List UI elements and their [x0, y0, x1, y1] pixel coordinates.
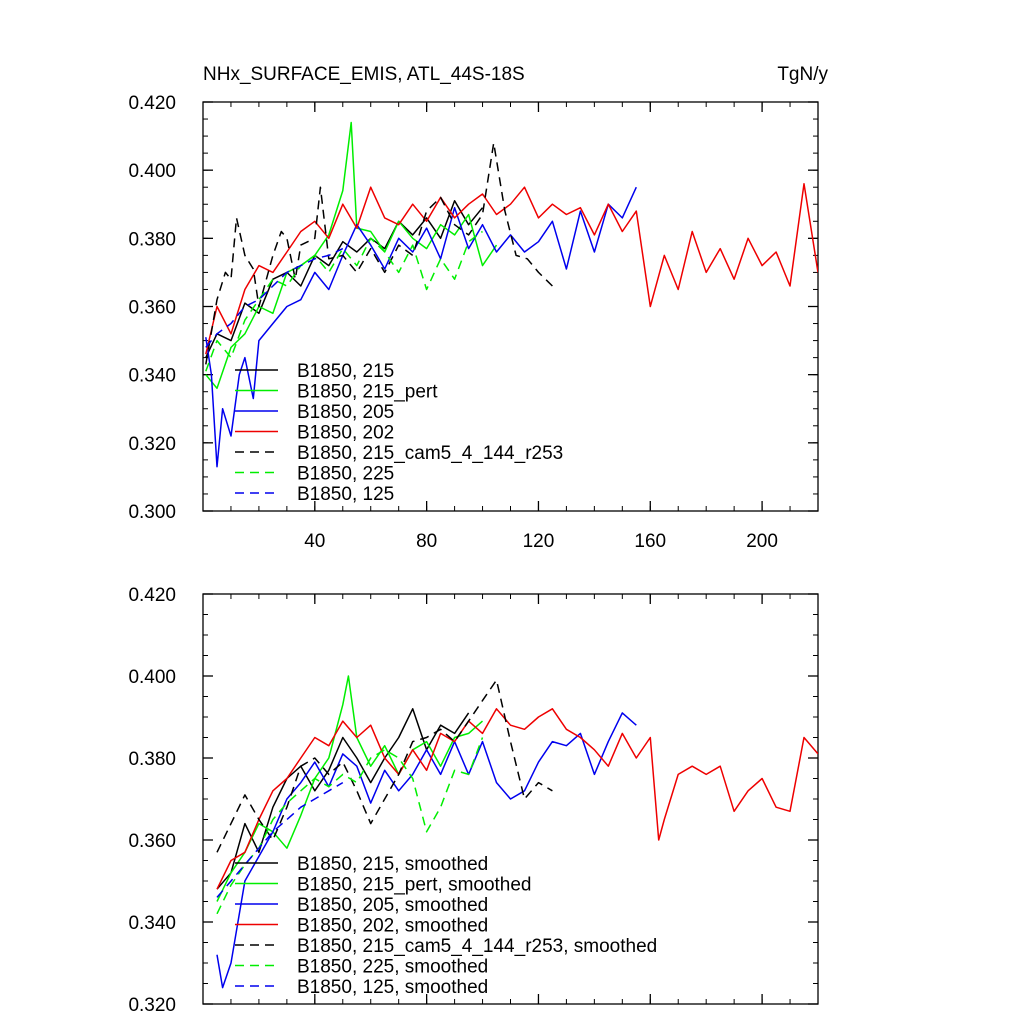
legend-label: B1850, 215_pert, smoothed	[297, 875, 532, 896]
y-tick-label: 0.360	[128, 831, 176, 852]
x-tick-label: 200	[746, 531, 778, 552]
y-tick-label: 0.320	[128, 434, 176, 455]
series-line-4	[205, 142, 553, 365]
legend-label: B1850, 215_cam5_4_144_r253, smoothed	[297, 936, 657, 957]
series-lines	[216, 675, 818, 989]
y-tick-label: 0.360	[128, 298, 176, 319]
legend-label: B1850, 202	[297, 423, 394, 444]
series-lines	[205, 121, 818, 468]
series-line-5	[216, 737, 484, 915]
x-tick-label: 40	[304, 531, 325, 552]
legend-label: B1850, 215, smoothed	[297, 854, 488, 875]
x-tick-label: 80	[416, 531, 437, 552]
top-panel: NHx_SURFACE_EMIS, ATL_44S-18S TgN/y 40 80…	[128, 64, 828, 552]
series-line-6	[205, 247, 344, 348]
units-label: TgN/y	[777, 64, 828, 85]
legend-label: B1850, 215_cam5_4_144_r253	[297, 443, 563, 464]
legend-label: B1850, 205, smoothed	[297, 895, 488, 916]
y-tick-label: 0.340	[128, 366, 176, 387]
bottom-panel: 0.320 0.340 0.360 0.380 0.400 0.420 B1850, 215…	[128, 585, 819, 1016]
series-line-1	[216, 675, 483, 902]
y-tick-label: 0.340	[128, 913, 176, 934]
y-tick-label: 0.320	[128, 995, 176, 1016]
y-tick-label: 0.400	[128, 667, 176, 688]
series-line-6	[216, 781, 344, 898]
legend-label: B1850, 125	[297, 484, 394, 505]
y-tick-label: 0.400	[128, 161, 176, 182]
y-tick-label: 0.380	[128, 749, 176, 770]
series-line-4	[216, 679, 553, 853]
x-tick-label: 120	[523, 531, 555, 552]
x-tick-label: 160	[634, 531, 666, 552]
legend-label: B1850, 205	[297, 402, 394, 423]
y-tick-label: 0.380	[128, 229, 176, 250]
y-tick-label: 0.420	[128, 93, 176, 114]
series-line-3	[205, 183, 818, 355]
legend-label: B1850, 215_pert	[297, 382, 438, 403]
chart-title: NHx_SURFACE_EMIS, ATL_44S-18S	[203, 64, 525, 85]
legend-label: B1850, 225	[297, 464, 394, 485]
y-tick-label: 0.420	[128, 585, 176, 606]
y-tick-label: 0.300	[128, 502, 176, 523]
series-line-3	[216, 708, 818, 890]
legend-label: B1850, 225, smoothed	[297, 957, 488, 978]
legend-label: B1850, 202, smoothed	[297, 916, 488, 937]
legend-label: B1850, 215	[297, 361, 394, 382]
legend-label: B1850, 125, smoothed	[297, 977, 488, 998]
series-line-2	[216, 712, 637, 989]
series-line-1	[205, 121, 498, 390]
series-line-2	[205, 186, 637, 468]
